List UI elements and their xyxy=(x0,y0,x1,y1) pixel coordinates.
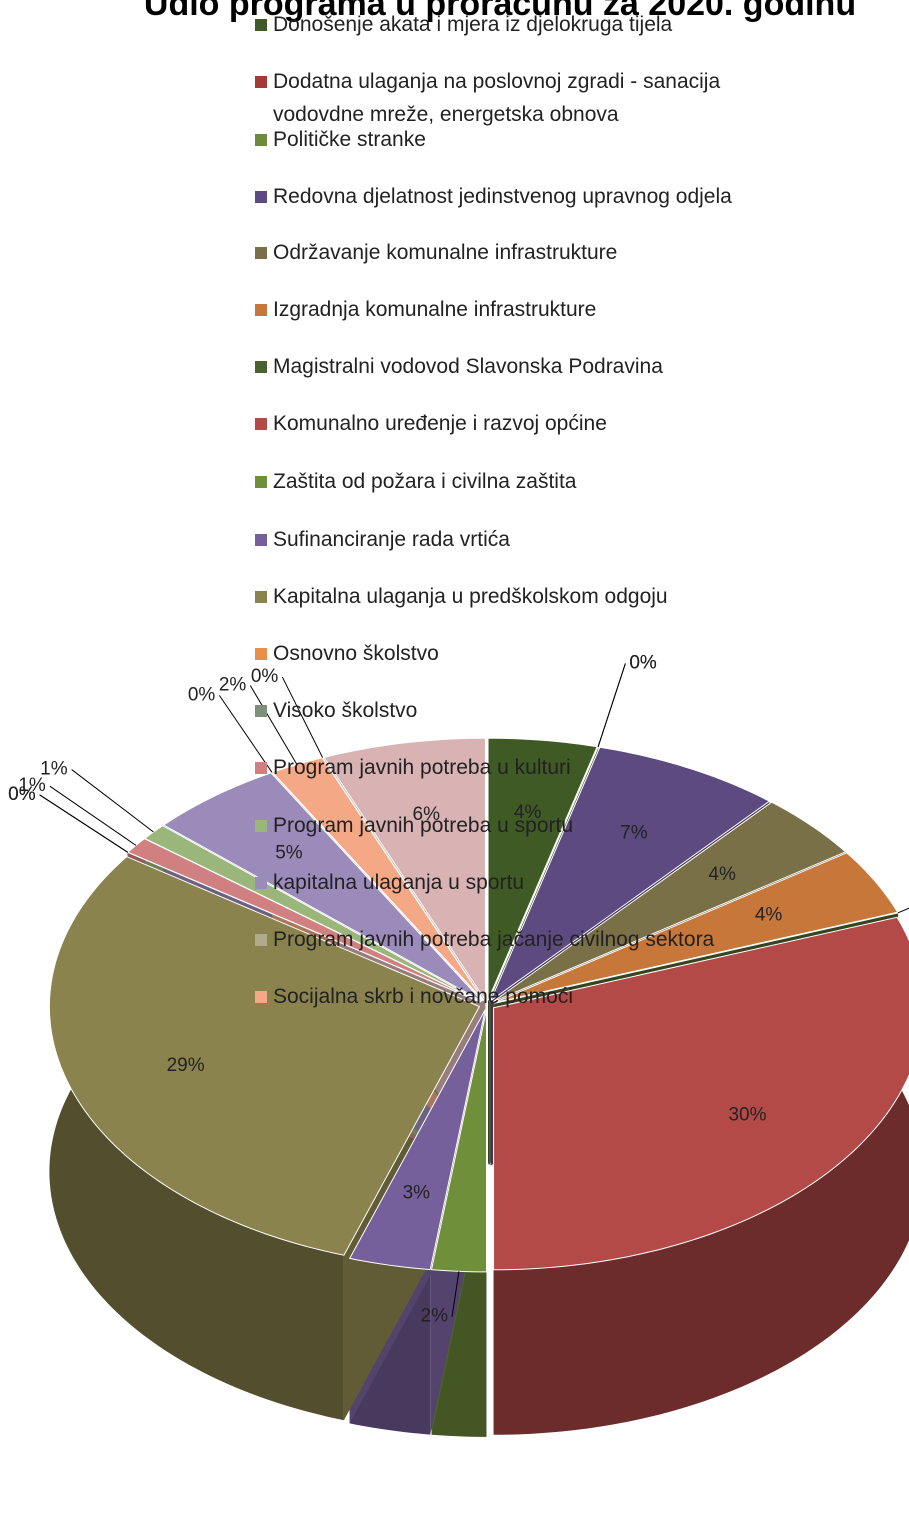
legend-item: Kapitalna ulaganja u predškolskom odgoju xyxy=(255,580,795,613)
legend-item: Političke stranke xyxy=(255,123,795,156)
legend-label: Redovna djelatnost jedinstvenog upravnog… xyxy=(273,185,732,208)
data-label: 5% xyxy=(275,843,303,864)
slice xyxy=(430,1009,487,1273)
legend-swatch xyxy=(255,534,267,546)
legend-label: Osnovno školstvo xyxy=(273,642,439,665)
data-label: 1% xyxy=(40,759,68,780)
slice xyxy=(493,916,909,1271)
data-label: 2% xyxy=(219,675,247,696)
data-label: 29% xyxy=(167,1055,205,1076)
leader-line xyxy=(218,695,273,773)
legend-swatch xyxy=(255,648,267,660)
legend-item: Izgradnja komunalne infrastrukture xyxy=(255,293,795,326)
data-label: 0% xyxy=(251,666,279,687)
legend-item: Donošenje akata i mjera iz djelokruga ti… xyxy=(255,8,795,41)
leader-line xyxy=(71,769,154,833)
legend-item: Održavanje komunalne infrastrukture xyxy=(255,236,795,269)
data-label: 0% xyxy=(8,784,36,805)
slice xyxy=(323,737,486,1002)
legend-swatch xyxy=(255,762,267,774)
legend-swatch xyxy=(255,76,267,88)
legend-label: Donošenje akata i mjera iz djelokruga ti… xyxy=(273,13,673,36)
leader-line xyxy=(39,794,129,853)
legend-item: Program javnih potreba u sportu xyxy=(255,809,795,842)
legend-item: Osnovno školstvo xyxy=(255,637,795,670)
legend-label: Političke stranke xyxy=(273,128,426,151)
leader-line xyxy=(281,676,324,758)
leader-line xyxy=(451,1271,460,1317)
legend-item: Program javnih potreba u kulturi xyxy=(255,751,795,784)
data-label: 0% xyxy=(188,684,216,705)
data-label: 0% xyxy=(629,653,657,674)
leader-line xyxy=(49,785,137,846)
data-label: 30% xyxy=(728,1105,766,1126)
legend-label: Kapitalna ulaganja u predškolskom odgoju xyxy=(273,585,668,608)
slice xyxy=(489,746,771,1003)
legend-swatch xyxy=(255,191,267,203)
data-label: 4% xyxy=(755,905,783,926)
legend-swatch xyxy=(255,247,267,259)
legend-item: Socijalna skrb i novčane pomoći xyxy=(255,980,795,1013)
legend-label: Zaštita od požara i civilna zaštita xyxy=(273,470,577,493)
legend-swatch xyxy=(255,361,267,373)
legend-label: Visoko školstvo xyxy=(273,699,418,722)
legend-item: Sufinanciranje rada vrtića xyxy=(255,523,795,556)
slice xyxy=(162,772,483,1002)
data-label: 0% xyxy=(8,784,36,805)
legend-label: Izgradnja komunalne infrastrukture xyxy=(273,298,597,321)
slice xyxy=(48,856,481,1256)
legend-item: Redovna djelatnost jedinstvenog upravnog… xyxy=(255,180,795,213)
legend-label: Održavanje komunalne infrastrukture xyxy=(273,241,618,264)
legend-label: kapitalna ulaganja u sportu xyxy=(273,871,525,894)
legend-swatch xyxy=(255,304,267,316)
slice xyxy=(487,737,598,1001)
data-label: 1% xyxy=(18,775,46,796)
legend-label: Sufinanciranje rada vrtića xyxy=(273,528,510,551)
slice xyxy=(348,1009,486,1271)
legend-swatch xyxy=(255,705,267,717)
slice xyxy=(271,757,484,1001)
legend-item: kapitalna ulaganja u sportu xyxy=(255,866,795,899)
legend-item: Visoko školstvo xyxy=(255,694,795,727)
data-label: 2% xyxy=(421,1306,449,1327)
legend-swatch xyxy=(255,19,267,31)
data-label: 3% xyxy=(403,1183,431,1204)
data-label: 7% xyxy=(620,822,648,843)
data-label: 0% xyxy=(629,653,657,674)
legend-label: Magistralni vodovod Slavonska Podravina xyxy=(273,355,663,378)
legend-swatch xyxy=(255,877,267,889)
legend-item: Magistralni vodovod Slavonska Podravina xyxy=(255,350,795,383)
legend-item: Dodatna ulaganja na poslovnoj zgradi - s… xyxy=(255,65,795,131)
legend-swatch xyxy=(255,991,267,1003)
data-label: 6% xyxy=(413,804,441,825)
legend-label: Program javnih potreba u kulturi xyxy=(273,756,571,779)
chart-title: Udio programa u proračunu za 2020. godin… xyxy=(144,0,856,23)
legend-label: Socijalna skrb i novčane pomoći xyxy=(273,985,573,1008)
data-label: 4% xyxy=(708,864,736,885)
leader-line xyxy=(249,685,298,765)
legend-item: Komunalno uređenje i razvoj općine xyxy=(255,407,795,440)
legend-label: Komunalno uređenje i razvoj općine xyxy=(273,412,607,435)
leader-line xyxy=(597,663,626,748)
legend-swatch xyxy=(255,820,267,832)
slice xyxy=(493,852,899,1004)
legend-swatch xyxy=(255,134,267,146)
leader-line xyxy=(897,907,909,914)
legend-item: Zaštita od požara i civilna zaštita xyxy=(255,465,795,498)
legend-swatch xyxy=(255,418,267,430)
data-label: 4% xyxy=(514,802,542,823)
legend-swatch xyxy=(255,934,267,946)
slice-side xyxy=(493,917,909,1435)
legend-label: Program javnih potreba jačanje civilnog … xyxy=(273,928,715,951)
legend-swatch xyxy=(255,591,267,603)
slice xyxy=(492,801,847,1003)
legend-label: Dodatna ulaganja na poslovnoj zgradi - s… xyxy=(273,70,721,126)
legend-label: Program javnih potreba u sportu xyxy=(273,814,573,837)
legend-item: Program javnih potreba jačanje civilnog … xyxy=(255,923,795,956)
legend-swatch xyxy=(255,476,267,488)
